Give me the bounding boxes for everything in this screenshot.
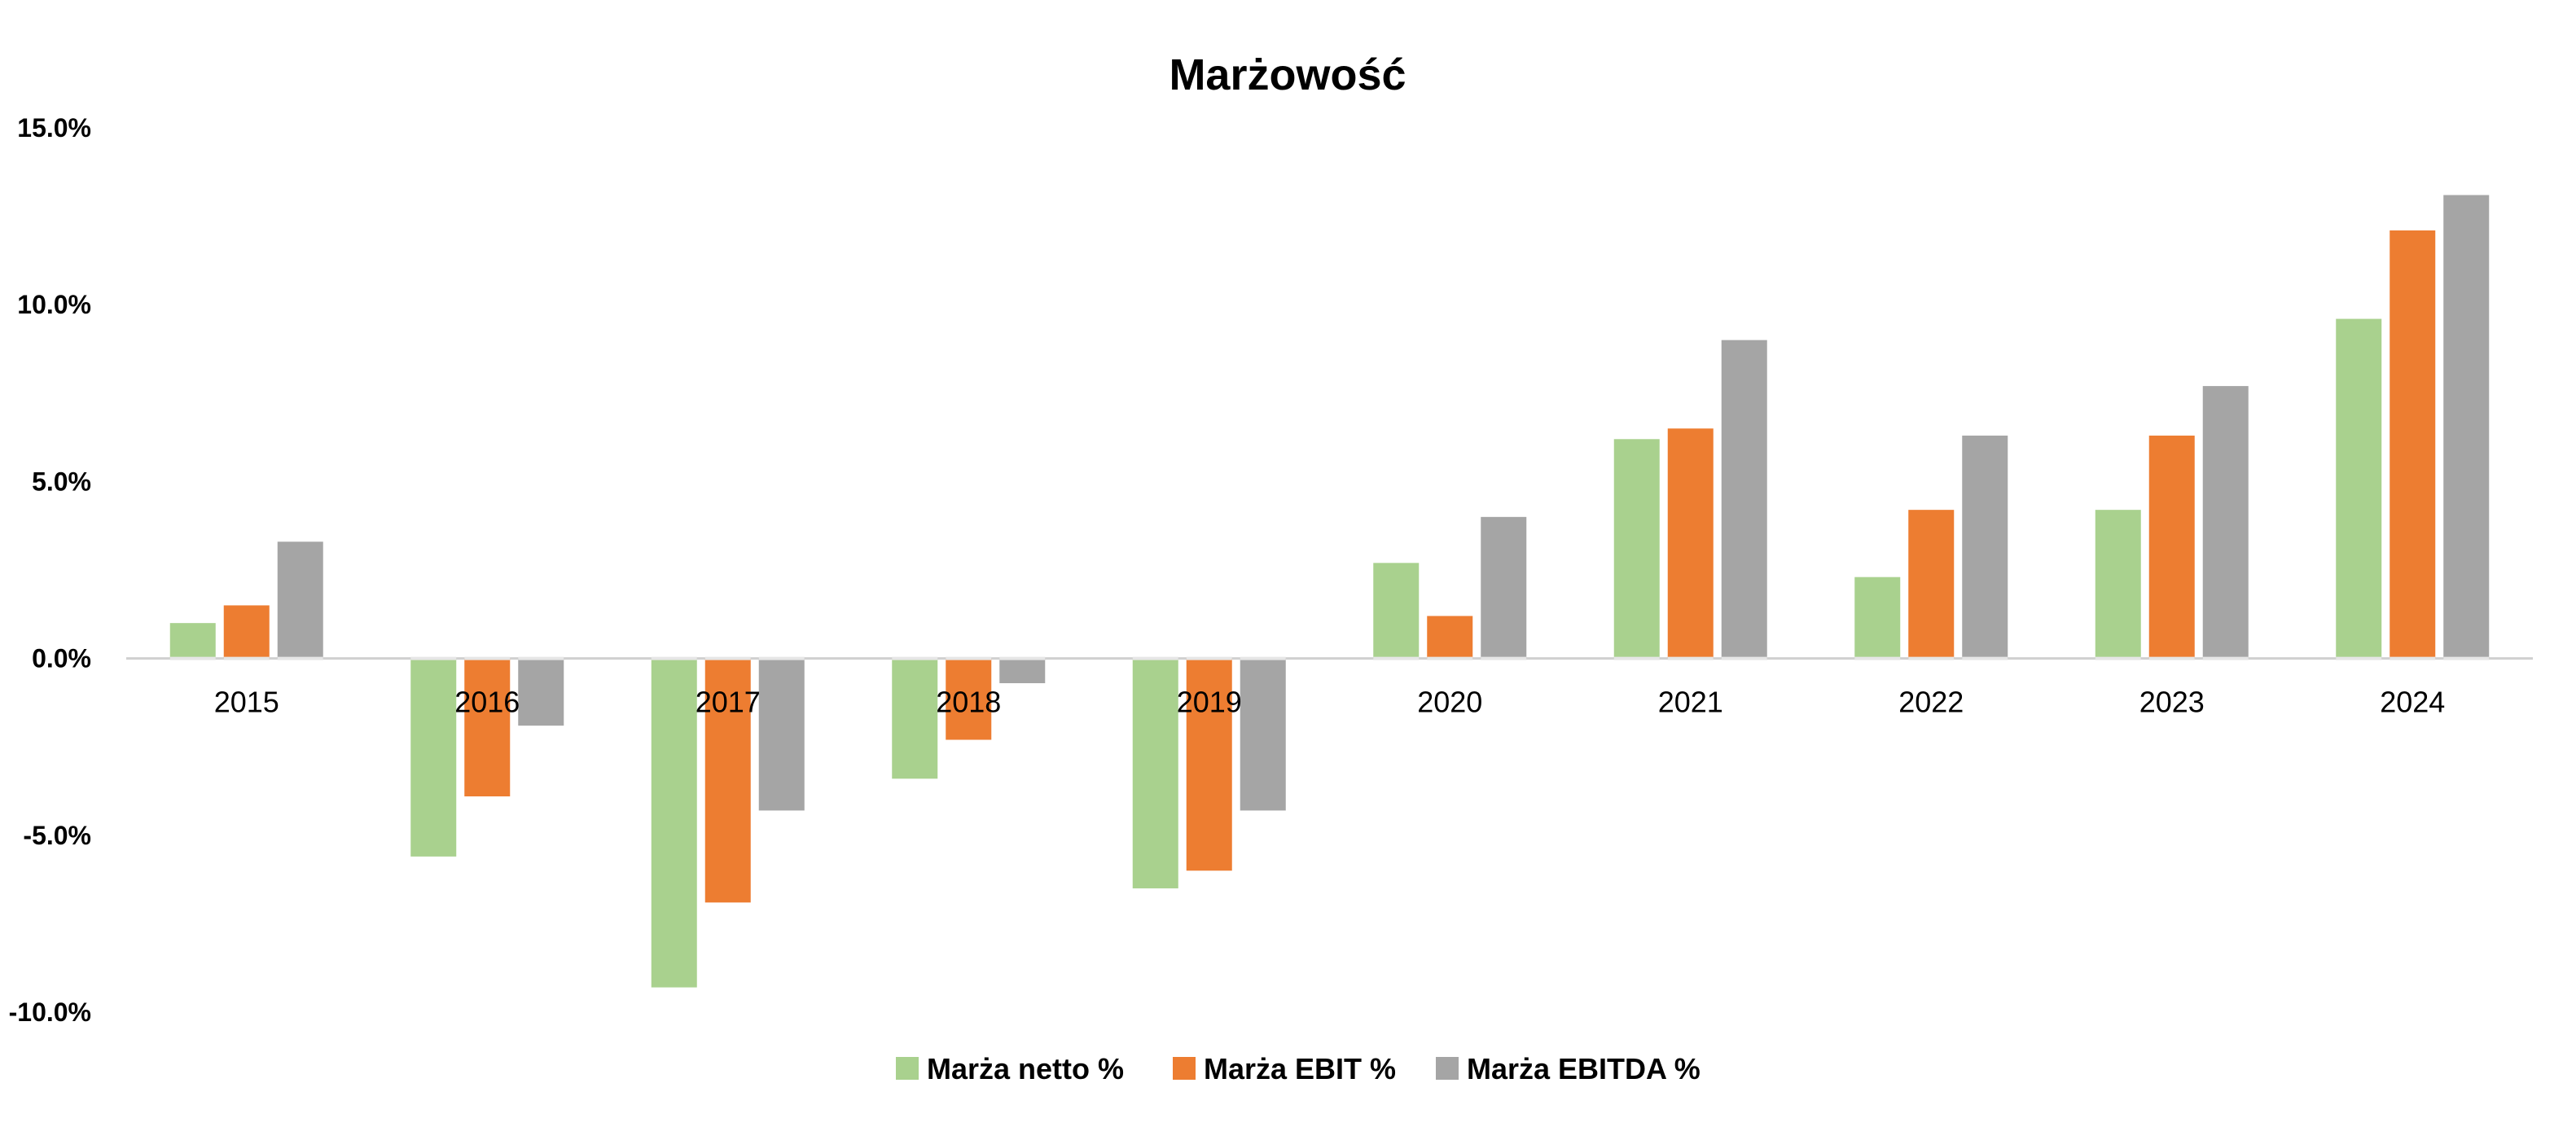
legend-swatch xyxy=(896,1057,919,1080)
y-tick-label: 5.0% xyxy=(32,467,91,496)
bar xyxy=(1373,563,1420,659)
bar xyxy=(410,658,457,857)
bar xyxy=(2148,435,2195,659)
bar xyxy=(1908,510,1955,659)
x-axis: 2015 2016 2017 2018 2019 2020 2021 2022 2023 2024 xyxy=(214,686,2446,719)
legend-label: Marża EBITDA % xyxy=(1467,1052,1701,1085)
bar xyxy=(1854,577,1901,659)
x-tick-label: 2016 xyxy=(454,686,520,719)
x-tick-label: 2017 xyxy=(696,686,761,719)
bar xyxy=(1186,658,1232,871)
x-tick-label: 2019 xyxy=(1177,686,1242,719)
bar xyxy=(1962,435,2008,659)
x-tick-label: 2018 xyxy=(936,686,1001,719)
bar xyxy=(1240,658,1286,811)
y-tick-label: 10.0% xyxy=(17,290,91,319)
bar xyxy=(892,658,938,779)
x-tick-label: 2021 xyxy=(1658,686,1723,719)
bar xyxy=(2389,230,2436,659)
legend-swatch xyxy=(1173,1057,1196,1080)
y-tick-label: -10.0% xyxy=(9,998,91,1027)
legend-label: Marża EBIT % xyxy=(1204,1052,1396,1085)
x-tick-label: 2022 xyxy=(1898,686,1964,719)
bar xyxy=(518,658,564,726)
legend-item: Marża netto % xyxy=(896,1052,1124,1085)
x-tick-label: 2015 xyxy=(214,686,279,719)
bars xyxy=(169,195,2490,988)
y-tick-label: 0.0% xyxy=(32,644,91,673)
bar xyxy=(1721,340,1767,659)
x-tick-label: 2020 xyxy=(1417,686,1482,719)
bar xyxy=(1427,616,1473,659)
legend-label: Marża netto % xyxy=(927,1052,1124,1085)
bar xyxy=(2336,318,2382,659)
bar xyxy=(2443,195,2490,659)
y-axis: 15.0% 10.0% 5.0% 0.0% -5.0% -10.0% xyxy=(9,113,91,1027)
legend-item: Marża EBIT % xyxy=(1173,1052,1396,1085)
bar xyxy=(704,658,751,903)
x-tick-label: 2024 xyxy=(2380,686,2445,719)
legend: Marża netto % Marża EBIT % Marża EBITDA % xyxy=(896,1052,1701,1085)
bar xyxy=(1481,516,1527,659)
bar xyxy=(946,658,992,740)
bar xyxy=(758,658,805,811)
legend-swatch xyxy=(1436,1057,1459,1080)
bar xyxy=(464,658,511,797)
y-tick-label: -5.0% xyxy=(23,821,91,850)
bar xyxy=(169,623,216,659)
chart-title: Marżowość xyxy=(1169,50,1406,99)
bar xyxy=(999,658,1046,684)
bar xyxy=(223,605,270,659)
bar xyxy=(1132,658,1178,888)
bar xyxy=(651,658,697,988)
bar xyxy=(1613,439,1660,659)
bar xyxy=(277,542,323,659)
legend-item: Marża EBITDA % xyxy=(1436,1052,1701,1085)
bar xyxy=(2095,510,2141,659)
bar xyxy=(2202,386,2249,659)
y-tick-label: 15.0% xyxy=(17,113,91,142)
x-tick-label: 2023 xyxy=(2139,686,2205,719)
bar xyxy=(1667,428,1714,659)
